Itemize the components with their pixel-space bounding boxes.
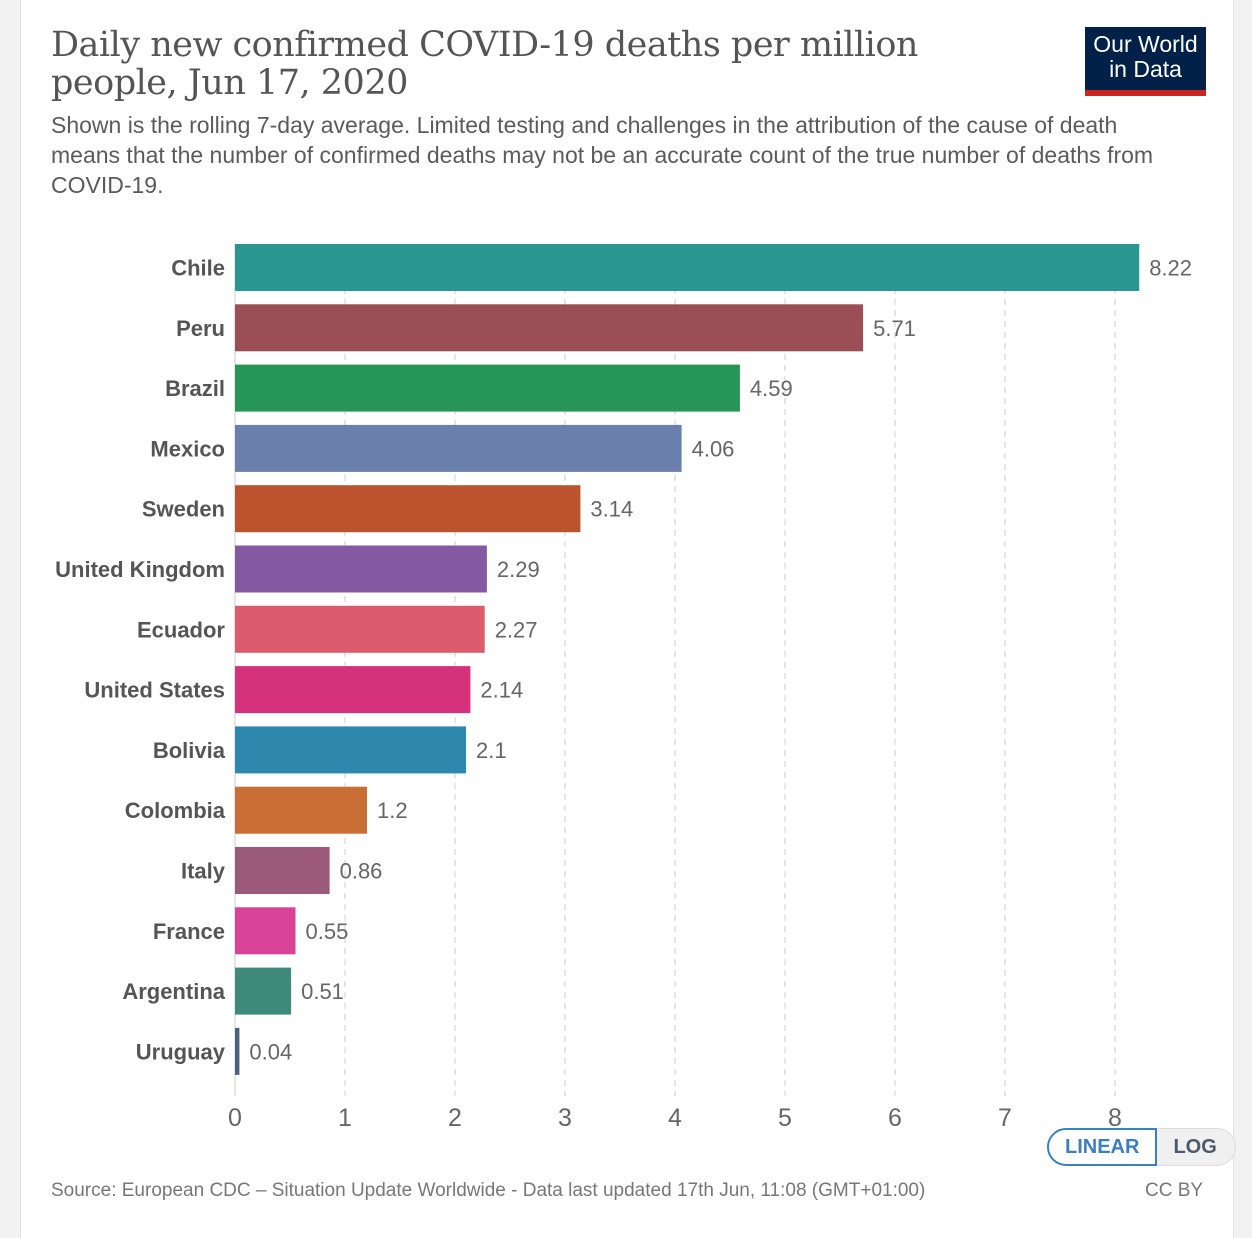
x-tick-label: 8 [1108,1104,1122,1132]
bar[interactable] [235,666,471,714]
category-label: Peru [176,316,225,341]
value-label: 1.2 [377,798,408,823]
chart-subtitle: Shown is the rolling 7-day average. Limi… [51,112,1154,198]
chart-title: Daily new confirmed COVID-19 deaths per … [51,25,918,103]
owid-logo[interactable]: Our World in Data [1085,27,1206,96]
value-label: 0.86 [340,859,383,884]
category-label: United Kingdom [55,557,225,582]
x-tick-label: 4 [668,1104,682,1132]
category-label: Mexico [150,436,225,461]
category-label: Argentina [122,979,225,1004]
category-label: Uruguay [136,1039,226,1064]
source-note[interactable]: Source: European CDC – Situation Update … [51,1180,926,1201]
bar[interactable] [235,485,581,533]
logo-accent-bar [1085,90,1206,96]
logo-line-2: in Data [1109,56,1182,82]
bar[interactable] [235,424,682,472]
bar[interactable] [235,364,740,412]
bar[interactable] [235,907,296,955]
x-tick-label: 3 [558,1104,572,1132]
value-label: 2.1 [476,738,507,763]
value-label: 3.14 [590,497,633,522]
logo-line-1: Our World [1093,31,1198,57]
bar[interactable] [235,605,485,653]
log-scale-button[interactable]: LOG [1157,1128,1236,1166]
bar[interactable] [235,545,487,593]
category-label: United States [84,678,225,703]
linear-scale-button[interactable]: LINEAR [1047,1128,1158,1166]
x-tick-label: 6 [888,1104,902,1132]
bar[interactable] [235,244,1140,291]
value-label: 5.71 [873,316,916,341]
category-label: Italy [181,859,226,884]
bar[interactable] [235,726,466,774]
x-tick-label: 5 [778,1104,792,1132]
category-label: Colombia [125,798,226,823]
x-tick-label: 2 [448,1104,462,1132]
value-label: 0.04 [249,1039,292,1064]
category-label: Brazil [165,376,225,401]
value-label: 2.14 [480,678,523,703]
category-label: France [153,919,225,944]
scale-toggle: LINEAR LOG [1047,1128,1236,1166]
category-label: Bolivia [153,738,226,763]
x-tick-label: 0 [228,1104,242,1132]
license-link[interactable]: CC BY [1145,1180,1204,1201]
value-label: 0.51 [301,979,344,1004]
value-label: 4.06 [692,436,735,461]
value-label: 2.27 [495,617,538,642]
bar[interactable] [235,786,367,834]
category-label: Chile [171,256,225,281]
bar[interactable] [235,847,330,894]
value-label: 8.22 [1149,256,1192,281]
bar[interactable] [235,1027,240,1075]
x-tick-label: 1 [338,1104,352,1132]
value-label: 4.59 [750,376,793,401]
x-tick-label: 7 [998,1104,1012,1132]
chart-card: Daily new confirmed COVID-19 deaths per … [20,0,1236,1238]
value-label: 2.29 [497,557,540,582]
bar[interactable] [235,304,864,352]
bar[interactable] [235,967,292,1015]
value-label: 0.55 [306,919,349,944]
category-label: Sweden [142,497,225,522]
category-label: Ecuador [137,617,225,642]
